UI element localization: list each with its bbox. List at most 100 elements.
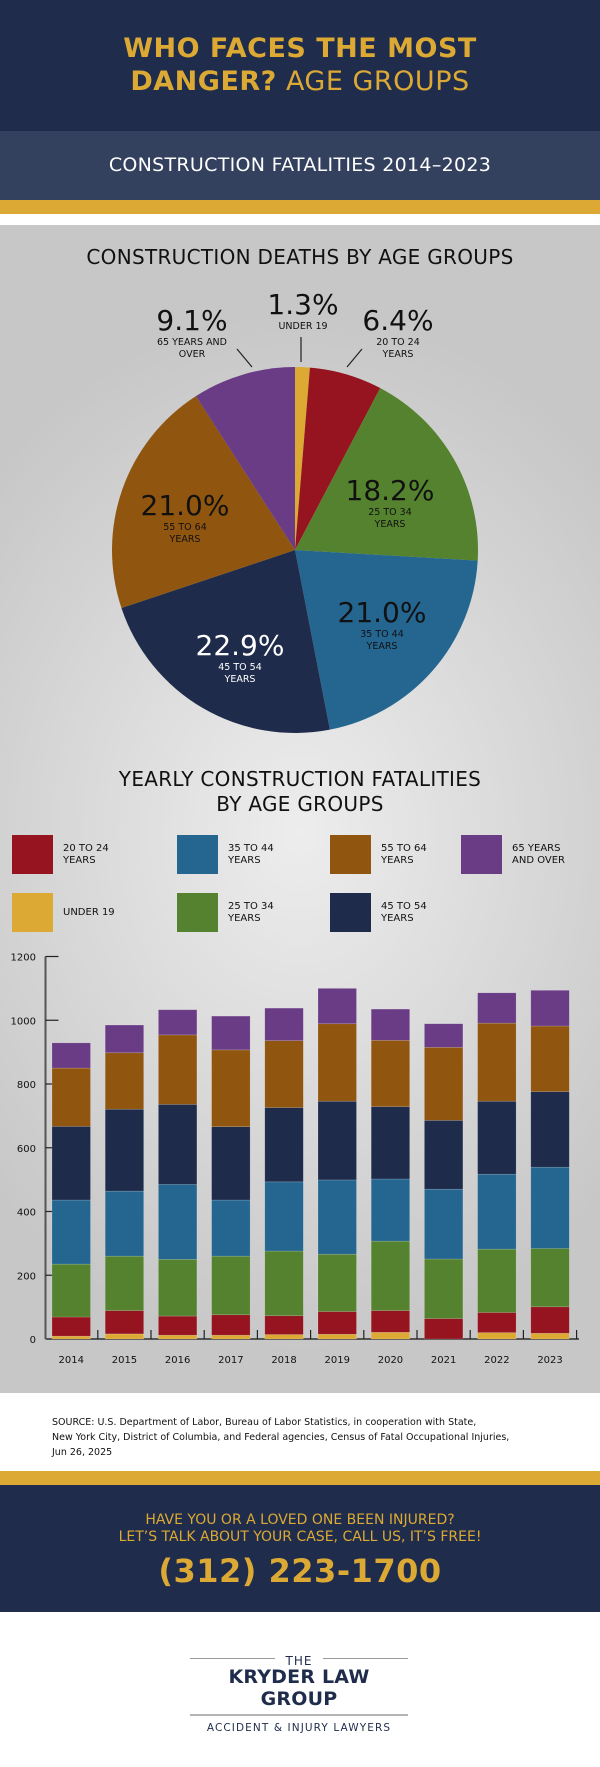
legend-swatch [177,835,218,874]
bar-segment-2021-age-45-54 [424,1120,464,1190]
legend-label: 25 TO 34 YEARS [228,900,274,924]
logo-tagline: ACCIDENT & INJURY LAWYERS [206,1722,392,1734]
bar-segment-2018-age-65-over [264,1007,304,1041]
legend-label: 55 TO 64 YEARS [381,842,427,866]
y-tick-label: 1200 [11,953,36,964]
pie-category-label: YEARS [382,349,414,360]
x-tick-label: 2016 [165,1355,190,1366]
bar-segment-2014-under-19 [51,1335,91,1340]
bar-segment-2021-age-20-24 [424,1318,464,1340]
call-to-action: HAVE YOU OR A LOVED ONE BEEN INJURED? LE… [0,1485,600,1612]
legend-label: 65 YEARS AND OVER [512,842,566,866]
bar-segment-2022-age-25-34 [477,1248,517,1313]
bar-segment-2022-under-19 [477,1332,517,1340]
legend-label: 20 TO 24 YEARS [63,842,109,866]
pie-category-label: YEARS [169,534,201,545]
bar-segment-2016-age-35-44 [158,1184,198,1260]
bar-segment-2020-age-35-44 [370,1178,411,1242]
legend-swatch [12,893,53,932]
pie-slice-age-20-24 [295,367,381,550]
bar-segment-2023-under-19 [530,1332,570,1340]
x-tick-label: 2017 [218,1355,243,1366]
bar-segment-2015-age-35-44 [104,1190,144,1257]
pie-category-label: 45 TO 54 [218,662,262,673]
cta-line-2: LET’S TALK ABOUT YOUR CASE, CALL US, IT’… [118,1529,482,1545]
bar-segment-2018-age-25-34 [264,1250,304,1317]
bar-segment-2023-age-55-64 [530,1025,570,1092]
title-bold-part: DANGER? [130,66,277,97]
logo-the-row: THE [190,1650,408,1668]
pie-category-label: 20 TO 24 [376,337,420,348]
bar-segment-2018-age-20-24 [264,1315,304,1335]
pie-value-label: 22.9% [196,629,285,662]
bar-segment-2022-age-35-44 [477,1173,517,1250]
title-light-part: AGE GROUPS [285,66,470,97]
x-tick-label: 2014 [59,1355,84,1366]
bar-segment-2014-age-55-64 [51,1067,91,1127]
bar-segment-2020-age-55-64 [370,1040,411,1107]
pie-category-label: 65 YEARS AND [157,337,227,348]
pie-category-label: 25 TO 34 [368,507,412,518]
x-tick-label: 2021 [431,1355,456,1366]
legend-item-age-20-24: 20 TO 24 YEARS [12,835,109,874]
pie-chart-title: CONSTRUCTION DEATHS BY AGE GROUPS [86,245,514,269]
bar-segment-2014-age-20-24 [51,1316,91,1337]
pie-category-label: YEARS [366,641,398,652]
bar-segment-2015-age-20-24 [104,1310,144,1335]
bar-segment-2021-age-65-over [424,1023,464,1048]
pie-leader-line [236,348,253,368]
bar-segment-2015-age-55-64 [104,1052,144,1110]
legend-swatch [330,835,371,874]
pie-category-label: 35 TO 44 [360,629,404,640]
bar-segment-2015-under-19 [104,1333,144,1340]
bar-segment-2017-age-35-44 [211,1199,251,1257]
y-tick-label: 200 [17,1271,36,1282]
pie-category-label: UNDER 19 [278,321,327,332]
bar-segment-2020-age-25-34 [370,1240,411,1311]
gold-divider-bottom [0,1471,600,1485]
bar-segment-2019-under-19 [317,1333,357,1340]
x-tick-label: 2020 [378,1355,403,1366]
subtitle-band: CONSTRUCTION FATALITIES 2014–2023 [0,131,600,200]
title-line-2: DANGER? AGE GROUPS [0,65,600,98]
bar-segment-2019-age-65-over [317,988,357,1025]
y-tick-label: 600 [17,1144,36,1155]
cta-line-1: HAVE YOU OR A LOVED ONE BEEN INJURED? [145,1512,455,1528]
bar-segment-2016-age-65-over [158,1009,198,1036]
company-logo[interactable]: THE KRYDER LAW GROUP ACCIDENT & INJURY L… [190,1650,408,1735]
bar-segment-2019-age-25-34 [317,1253,357,1312]
legend-swatch [330,893,371,932]
logo-rule [190,1714,408,1716]
bar-segment-2019-age-45-54 [317,1100,357,1181]
pie-value-label: 6.4% [362,304,433,337]
pie-slice-age-55-64 [111,396,295,608]
title-line-1: WHO FACES THE MOST [123,33,477,64]
pie-slice-age-25-34 [295,388,478,561]
phone-number-link[interactable]: (312) 223-1700 [158,1552,442,1590]
bar-segment-2022-age-45-54 [477,1100,517,1175]
bar-segment-2014-age-35-44 [51,1199,91,1265]
y-tick-label: 0 [30,1335,36,1346]
bar-segment-2022-age-65-over [477,992,517,1024]
bar-segment-2023-age-65-over [530,989,570,1027]
bar-segment-2019-age-35-44 [317,1179,357,1255]
bar-segment-2018-age-35-44 [264,1181,304,1252]
legend-item-age-55-64: 55 TO 64 YEARS [330,835,427,874]
pie-category-label: OVER [179,349,206,360]
logo-rule-left [190,1658,275,1659]
gold-divider [0,200,600,214]
pie-leader-line [346,348,363,368]
bar-segment-2023-age-45-54 [530,1091,570,1168]
bar-segment-2018-age-45-54 [264,1107,304,1183]
pie-slice-under-19 [295,367,310,550]
pie-slice-age-45-54 [121,550,330,733]
legend-swatch [177,893,218,932]
bar-segment-2015-age-45-54 [104,1108,144,1192]
y-tick-label: 800 [17,1080,36,1091]
bar-segment-2020-under-19 [370,1332,411,1340]
bar-segment-2014-age-65-over [51,1042,91,1069]
pie-slice-age-65-over [195,367,295,550]
source-line-2: New York City, District of Columbia, and… [52,1432,510,1443]
pie-value-label: 1.3% [267,288,338,321]
